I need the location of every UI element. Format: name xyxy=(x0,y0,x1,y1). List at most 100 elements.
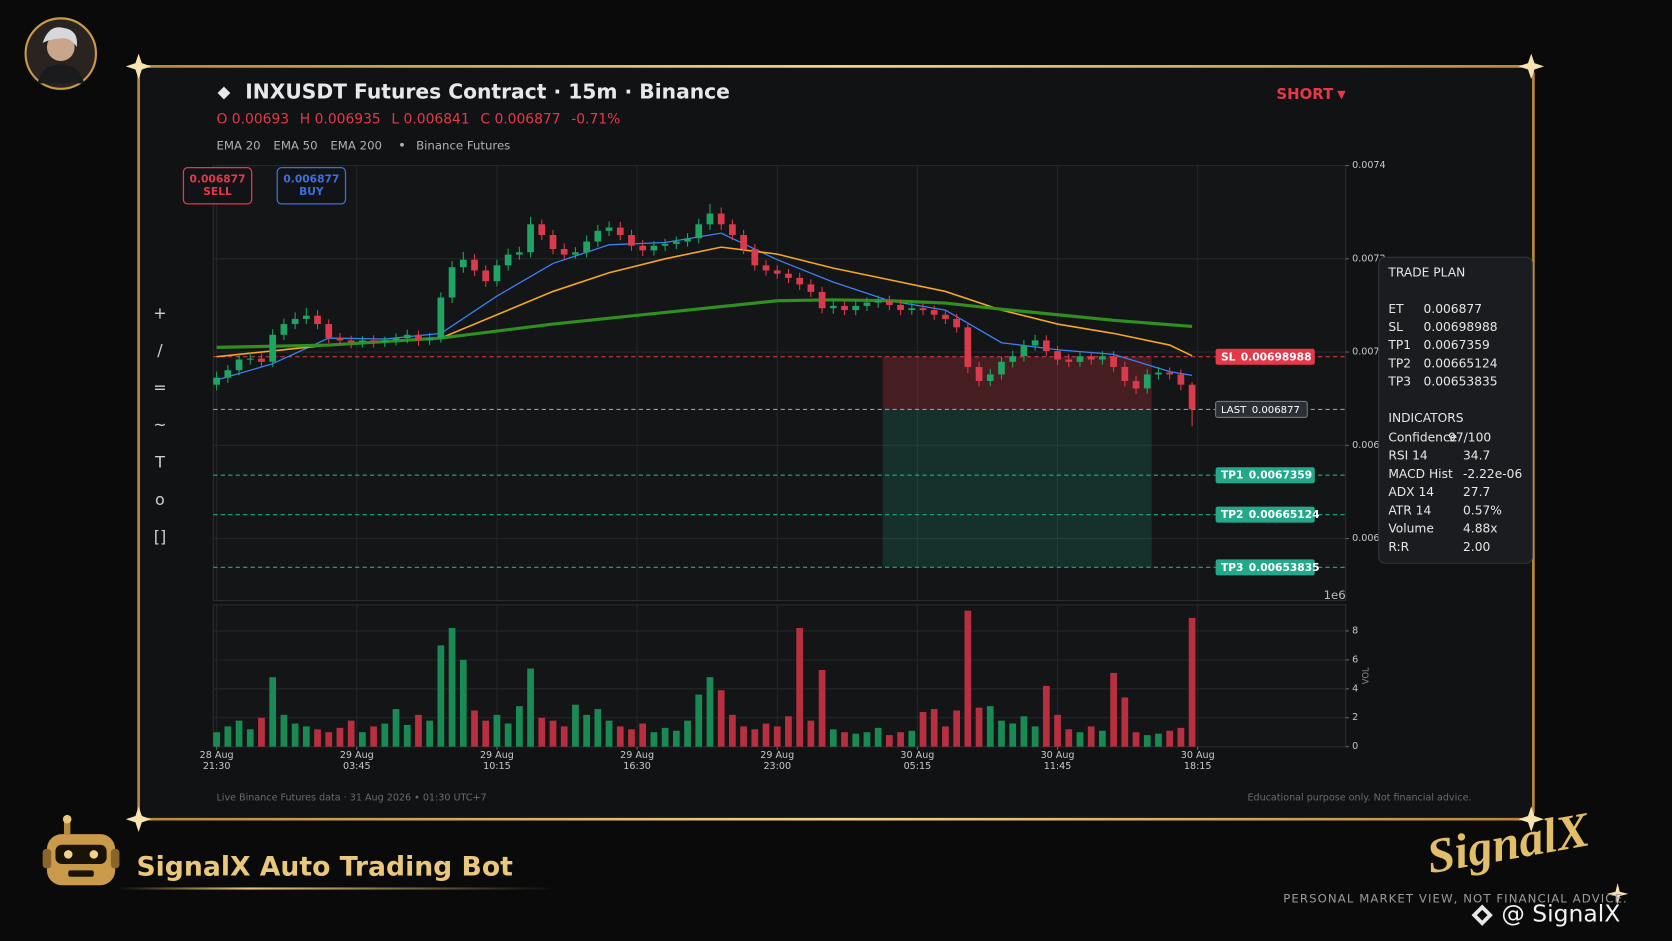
order-price[interactable]: 0.006877 xyxy=(283,172,339,185)
volume-bar xyxy=(482,720,490,747)
candle-body xyxy=(1076,356,1084,362)
level-text: TP1 0.0067359 xyxy=(1221,469,1312,482)
candle-body xyxy=(1166,372,1174,375)
volume-bar xyxy=(437,645,445,747)
plan-key: SL xyxy=(1388,320,1403,334)
direction-arrow xyxy=(1337,90,1346,100)
x-tick-label: 29 Aug 03:45 xyxy=(340,750,374,772)
brand-handle: @ SignalX xyxy=(1501,900,1620,928)
ohlc-value: 0.00693 xyxy=(232,112,289,128)
robot-icon xyxy=(42,814,120,886)
drawing-tool[interactable]: T xyxy=(154,453,165,472)
ohlc-label: H xyxy=(300,112,310,128)
y-tick-label: 0.0066 xyxy=(1352,533,1386,544)
candle-body xyxy=(1099,356,1106,360)
x-tick-label: 29 Aug 16:30 xyxy=(620,750,654,772)
exchange-icon xyxy=(1471,904,1493,926)
volume-bar xyxy=(538,717,546,747)
candle-body xyxy=(818,291,826,309)
candle-body xyxy=(1177,374,1185,385)
volume-bar xyxy=(605,720,613,747)
drawing-tool[interactable]: o xyxy=(155,490,165,509)
level-label: TP1 xyxy=(1221,469,1244,482)
volume-bar xyxy=(549,720,557,747)
candle-body xyxy=(235,359,243,371)
volume-bar xyxy=(930,709,938,747)
volume-bar xyxy=(986,706,994,747)
candle-body xyxy=(908,308,916,311)
drawing-tool[interactable]: / xyxy=(157,341,163,360)
volume-bar xyxy=(314,729,321,747)
plan-value: 0.006877 xyxy=(1424,302,1482,316)
ema-line xyxy=(216,246,1193,358)
trade-plan-panel xyxy=(1378,256,1533,564)
volume-bar xyxy=(1076,732,1084,747)
candle-body xyxy=(482,270,490,282)
candle-body xyxy=(291,318,299,325)
candle-body xyxy=(639,245,647,251)
indicator-value: 0.57% xyxy=(1463,503,1502,517)
y-tick-label: 0 xyxy=(1352,741,1358,752)
indicator-value: 34.7 xyxy=(1463,448,1490,462)
candle-body xyxy=(269,334,277,362)
ohlc-value: 0.006841 xyxy=(404,112,470,128)
ohlc-label: L xyxy=(391,112,399,128)
candle-body xyxy=(605,227,613,231)
order-side[interactable]: SELL xyxy=(203,185,232,198)
ohlc-label: C xyxy=(480,112,490,128)
candle-body xyxy=(1009,356,1017,362)
indicator-key: ADX 14 xyxy=(1388,485,1434,499)
indicator-value: 27.7 xyxy=(1463,485,1490,499)
drawing-tool[interactable]: + xyxy=(153,303,166,322)
volume-bar xyxy=(672,730,680,747)
candle-body xyxy=(1031,340,1039,346)
candle-body xyxy=(370,340,377,343)
order-button[interactable] xyxy=(182,167,253,205)
level-text: SL 0.00698988 xyxy=(1221,350,1312,363)
indicator-key: MACD Hist xyxy=(1388,466,1453,480)
volume-bar xyxy=(684,720,691,747)
level-text: TP3 0.00653835 xyxy=(1221,561,1320,574)
level-text: LAST 0.006877 xyxy=(1221,405,1300,416)
drawing-tool[interactable]: [] xyxy=(154,527,166,546)
drawing-tool[interactable]: ~ xyxy=(153,415,166,434)
level-badge xyxy=(1215,467,1315,484)
order-button[interactable] xyxy=(276,167,347,205)
volume-bar xyxy=(1031,726,1039,747)
volume-bar xyxy=(359,732,366,747)
volume-bar xyxy=(919,711,927,747)
order-side[interactable]: BUY xyxy=(299,185,324,198)
indicator-key: Volume xyxy=(1388,521,1434,535)
indicator-line: EMA 20 EMA 50 EMA 200 Binance Futures xyxy=(216,138,510,152)
indicator-name: EMA 50 xyxy=(273,138,317,152)
indicator-source: Binance Futures xyxy=(416,138,510,152)
candle-body xyxy=(919,308,927,311)
candle-body xyxy=(213,377,220,385)
volume-bar xyxy=(1087,726,1095,747)
change: -0.71% xyxy=(571,112,620,128)
volume-bar xyxy=(269,677,277,747)
volume-bar xyxy=(403,724,411,747)
drawing-tool[interactable]: = xyxy=(153,378,166,397)
plan-value: 0.00653835 xyxy=(1424,374,1498,388)
volume-bar xyxy=(336,727,344,747)
candle-body xyxy=(1087,356,1095,360)
order-price[interactable]: 0.006877 xyxy=(190,172,246,185)
footer-left: Live Binance Futures data · 31 Aug 2026 … xyxy=(216,792,486,803)
candle-body xyxy=(628,235,635,246)
plan-key: TP3 xyxy=(1387,374,1411,388)
volume-bar xyxy=(751,729,759,747)
volume-bar xyxy=(426,720,434,747)
volume-bar xyxy=(706,677,714,747)
volume-bar xyxy=(392,709,400,747)
x-tick-label: 29 Aug 23:00 xyxy=(760,750,794,772)
volume-bar xyxy=(213,732,220,747)
volume-bar xyxy=(302,726,310,747)
volume-bar xyxy=(998,720,1005,747)
plan-key: TP1 xyxy=(1387,338,1411,352)
reward-zone xyxy=(882,409,1152,568)
candle-body xyxy=(583,241,590,253)
volume-bar xyxy=(863,732,871,747)
candle-body xyxy=(448,267,456,298)
volume-bar xyxy=(258,717,265,747)
